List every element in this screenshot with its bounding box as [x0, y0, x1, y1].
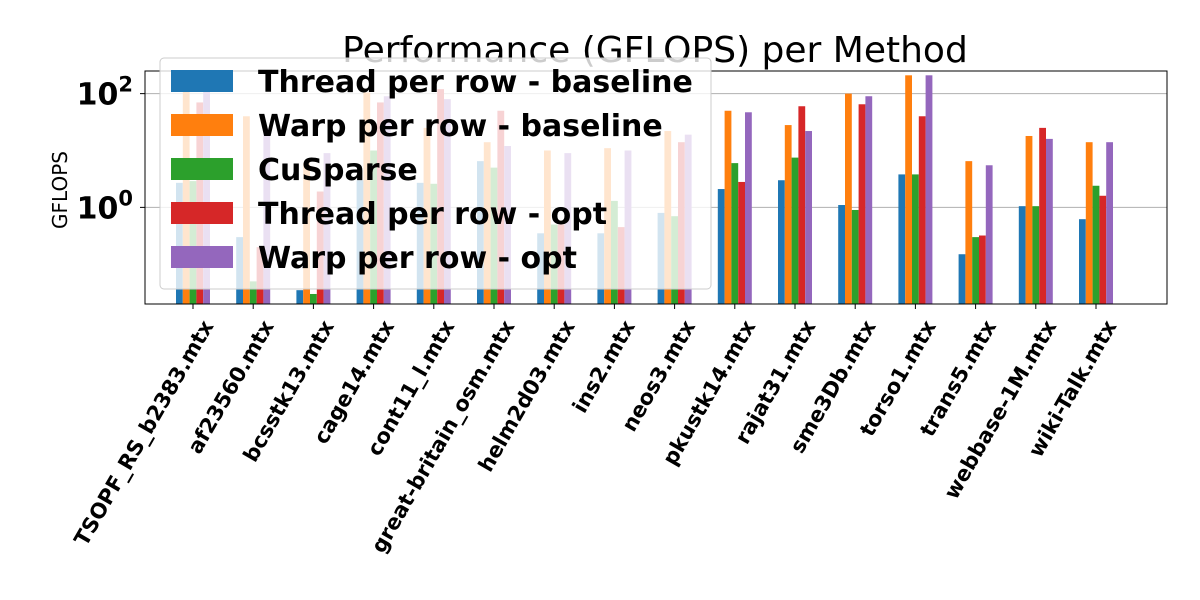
legend-label-4: Warp per row - opt	[258, 241, 577, 276]
bar-s4-c15	[1106, 142, 1113, 304]
legend-label-0: Thread per row - baseline	[258, 65, 693, 100]
bar-s0-c11	[838, 205, 845, 304]
legend-swatch-2	[171, 158, 233, 180]
bar-s1-c10	[784, 125, 792, 304]
legend-swatch-1	[171, 114, 233, 136]
ytick-label-1: 102	[77, 73, 133, 113]
bar-s3-c12	[918, 116, 926, 304]
bar-s3-c15	[1099, 195, 1107, 304]
bar-s1-c15	[1085, 142, 1093, 304]
bar-s2-c2	[310, 293, 317, 304]
bar-s4-c11	[865, 96, 873, 304]
bar-s4-c10	[805, 131, 812, 304]
bar-s4-c13	[985, 165, 993, 304]
bar-s3-c9	[738, 181, 745, 304]
bar-s2-c15	[1092, 185, 1100, 304]
legend-label-1: Warp per row - baseline	[258, 109, 663, 144]
bar-s3-c13	[979, 235, 986, 304]
bar-s0-c15	[1079, 219, 1086, 304]
y-axis-label: GFLOPS	[48, 151, 72, 229]
bar-s0-c9	[717, 189, 725, 304]
bar-s0-c12	[898, 174, 906, 304]
bar-s1-c12	[905, 75, 912, 304]
bar-s0-c14	[1018, 206, 1026, 304]
bar-s2-c9	[731, 163, 739, 304]
xtick-label-14: webbase-1M.mtx	[939, 316, 1061, 504]
bar-s0-c10	[778, 180, 785, 304]
bar-s2-c11	[851, 209, 859, 304]
ytick-label-0: 100	[77, 186, 133, 226]
legend-swatch-4	[171, 246, 233, 268]
y-ticks: 100 102	[77, 73, 145, 226]
bar-s2-c12	[912, 174, 919, 304]
legend-label-3: Thread per row - opt	[258, 197, 607, 232]
bar-s1-c14	[1025, 135, 1033, 304]
legend: Thread per row - baseline Warp per row - …	[159, 57, 712, 290]
bar-s2-c14	[1032, 206, 1040, 304]
legend-swatch-3	[171, 202, 233, 224]
bar-s4-c12	[925, 75, 933, 304]
bar-s4-c9	[745, 112, 752, 305]
x-ticks: TSOPF_RS_b2383.mtxaf23560.mtxbcsstk13.mt…	[70, 304, 1122, 557]
bar-s0-c2	[296, 290, 304, 304]
bar-s0-c13	[958, 254, 966, 304]
bar-s3-c10	[798, 106, 806, 304]
bar-s1-c13	[965, 161, 973, 304]
bar-s1-c9	[724, 110, 732, 304]
bar-s2-c13	[972, 237, 979, 304]
bar-s1-c11	[845, 93, 852, 304]
bar-s2-c1	[249, 281, 257, 304]
bar-s2-c10	[791, 157, 799, 304]
bar-s4-c14	[1046, 138, 1053, 304]
legend-label-2: CuSparse	[258, 153, 418, 188]
legend-frame	[159, 57, 712, 290]
legend-swatch-0	[171, 70, 233, 92]
bar-s3-c14	[1039, 127, 1046, 304]
bar-s3-c11	[858, 104, 866, 304]
